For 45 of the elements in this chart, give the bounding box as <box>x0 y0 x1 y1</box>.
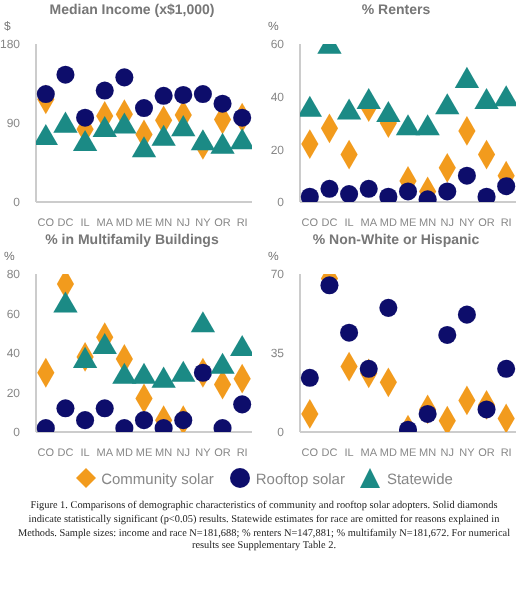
point <box>320 179 339 198</box>
point <box>174 411 193 430</box>
point <box>112 362 137 384</box>
point <box>95 399 114 418</box>
point <box>359 359 378 378</box>
point <box>379 298 398 317</box>
point <box>92 333 117 355</box>
point <box>131 362 157 384</box>
point <box>171 360 196 382</box>
point <box>300 368 319 387</box>
point <box>438 325 457 344</box>
point <box>395 114 421 136</box>
point <box>230 335 252 357</box>
point <box>340 323 359 342</box>
point <box>457 305 476 324</box>
point <box>379 187 398 202</box>
point <box>190 311 216 333</box>
point <box>300 187 319 202</box>
point <box>53 291 78 313</box>
point <box>340 185 359 202</box>
point <box>418 404 437 423</box>
point <box>435 93 460 115</box>
point <box>457 166 476 185</box>
point <box>497 359 516 378</box>
point <box>151 366 176 388</box>
point <box>477 400 496 419</box>
point <box>300 95 322 117</box>
point <box>398 182 418 201</box>
point <box>336 98 362 120</box>
point <box>56 399 75 418</box>
point <box>477 187 496 202</box>
point <box>497 177 516 196</box>
point <box>359 179 378 198</box>
point <box>193 363 212 382</box>
point <box>415 114 440 136</box>
point <box>474 87 499 109</box>
point <box>438 182 457 201</box>
point <box>494 85 516 107</box>
point <box>76 411 95 430</box>
point <box>454 66 480 88</box>
point <box>210 352 235 374</box>
point <box>134 411 154 430</box>
point <box>356 87 381 109</box>
point <box>233 395 252 414</box>
point <box>376 101 401 123</box>
